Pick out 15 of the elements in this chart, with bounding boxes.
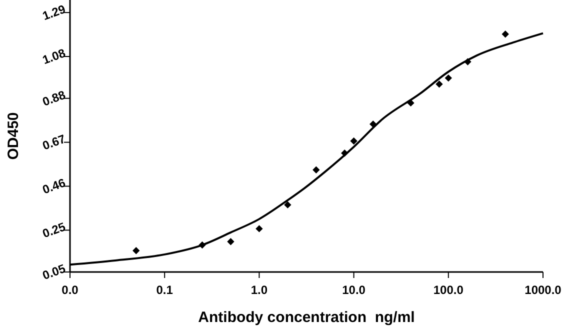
y-tick-label: 0.67 bbox=[40, 132, 68, 153]
x-tick-label: 10.0 bbox=[342, 283, 366, 297]
y-tick-label: 0.46 bbox=[40, 176, 68, 197]
y-tick-label: 1.08 bbox=[40, 46, 68, 68]
x-axis-title: Antibody concentration ng/ml bbox=[198, 309, 415, 326]
y-tick-label: 0.88 bbox=[40, 88, 68, 109]
x-tick-label: 100.0 bbox=[433, 283, 464, 297]
x-tick-label: 1000.0 bbox=[524, 283, 562, 297]
y-axis-title: OD450 bbox=[5, 112, 22, 160]
x-tick-label: 1.0 bbox=[250, 283, 268, 297]
y-tick-label: 0.05 bbox=[40, 261, 68, 283]
x-tick-label: 0.0 bbox=[62, 283, 79, 297]
x-tick-label: 0.1 bbox=[156, 283, 174, 297]
y-tick-label: 0.25 bbox=[40, 219, 68, 241]
y-tick-label: 1.29 bbox=[40, 2, 68, 24]
